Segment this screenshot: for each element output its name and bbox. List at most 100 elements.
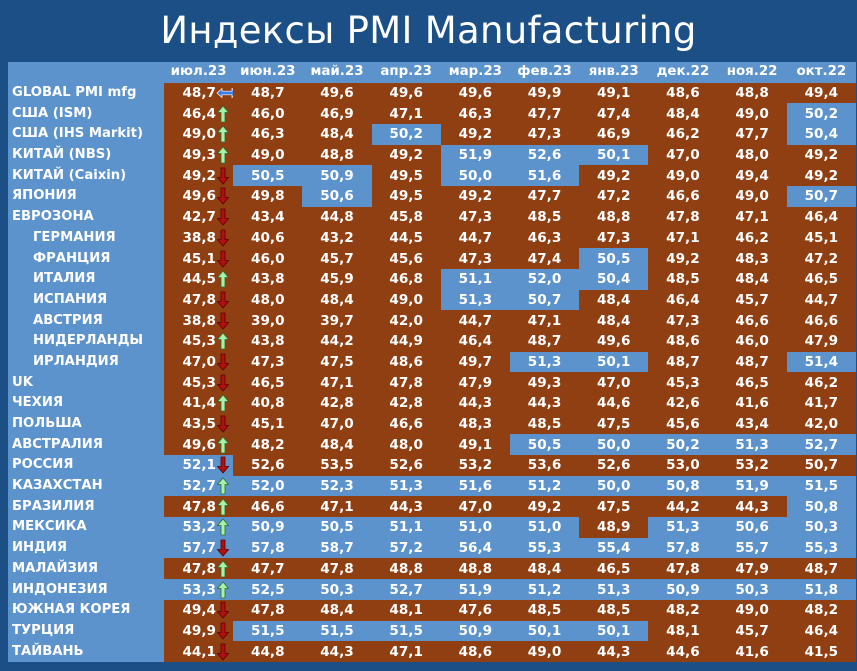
value-text: 42,7 [182,209,217,226]
value-text: 48,4 [596,291,631,308]
table-row: ПОЛЬША 43,5 45,1 47,0 46,6 48,3 48,5 47,5 45,6 43… [8,413,856,435]
value-cell: 47,0 [164,351,234,373]
value-text: 47,8 [182,560,217,577]
value-cell: 49,4 [786,82,856,104]
value-text: 50,1 [596,622,631,639]
row-label: АВСТРАЛИЯ [8,434,165,456]
value-text: 53,6 [527,457,562,474]
row-label: США (ISM) [8,103,165,125]
value-cell: 48,9 [579,517,649,538]
value-text: 42,0 [804,416,839,433]
value-cell: 49,3 [164,144,234,166]
value-text: 51,5 [320,622,354,639]
value-cell: 49,0 [648,165,718,187]
value-text: 50,4 [804,126,839,143]
value-text: 49,5 [389,167,423,184]
row-label: UK [8,372,165,393]
value-text: 49,0 [389,291,423,308]
value-text: 48,2 [251,436,285,453]
value-text: 45,6 [666,416,700,433]
value-cell: 44,3 [509,392,580,414]
value-cell: 49,1 [579,82,649,104]
value-cell: 44,5 [164,268,234,290]
arrow-down-icon [216,291,230,309]
row-label: ИТАЛИЯ [8,268,165,290]
value-cell: 45,7 [717,289,787,311]
value-cell: 55,3 [786,537,856,559]
arrow-up-icon [216,580,230,599]
value-cell: 48,4 [509,558,580,580]
table-row: ИНДОНЕЗИЯ 53,3 52,5 50,3 52,7 51,9 51,2 51,3 50,… [8,579,856,600]
pmi-table-wrap: июл.23 июн.23 май.23 апр.23 мар.23 фев.23 янв.… [8,62,856,662]
value-cell: 50,9 [233,517,303,538]
arrow-up-icon [216,436,230,454]
value-text: 44,5 [389,229,423,246]
value-text: 52,1 [182,457,217,474]
value-cell: 53,2 [440,455,510,476]
table-row: КАЗАХСТАН 52,7 52,0 52,3 51,3 51,6 51,2 50,0 50,… [8,475,856,497]
value-text: 47,3 [458,250,493,267]
value-cell: 55,3 [509,537,580,559]
table-row: АВСТРАЛИЯ 49,6 48,2 48,4 48,0 49,1 50,5 50,0 50,… [8,434,856,456]
value-text: 46,6 [804,312,839,329]
value-cell: 51,5 [233,620,303,642]
value-text: 48,5 [527,416,562,433]
value-text: 48,6 [666,85,700,102]
value-cell: 44,3 [579,641,649,662]
value-cell: 47,1 [509,310,580,331]
value-cell: 52,3 [302,475,372,497]
value-cell: 41,6 [717,392,787,414]
value-cell: 45,7 [717,620,787,642]
value-cell: 39,0 [233,310,303,331]
value-text: 52,6 [251,457,285,474]
value-cell: 47,1 [648,227,718,249]
value-cell: 48,8 [579,206,649,228]
value-text: 40,8 [251,395,285,412]
value-text: 52,7 [804,436,839,453]
value-cell: 47,3 [648,310,718,331]
value-cell: 50,6 [302,186,372,207]
value-cell: 38,8 [164,310,234,331]
value-text: 57,8 [251,540,285,557]
value-cell: 50,3 [717,579,787,600]
value-cell: 50,1 [509,620,580,642]
value-cell: 44,3 [371,496,441,518]
value-text: 51,1 [389,519,423,536]
value-cell: 47,3 [579,227,649,249]
value-cell: 48,6 [440,641,510,662]
value-cell: 57,2 [371,537,441,559]
value-text: 49,4 [804,85,839,102]
value-text: 47,3 [666,312,700,329]
value-text: 47,4 [527,250,562,267]
value-cell: 48,6 [648,330,718,352]
value-text: 48,7 [735,353,769,370]
value-cell: 48,1 [371,599,441,621]
value-text: 44,3 [389,498,423,515]
value-cell: 51,8 [786,579,856,600]
value-text: 38,8 [182,229,217,246]
value-cell: 44,8 [302,206,372,228]
value-cell: 46,0 [717,330,787,352]
value-cell: 44,6 [648,641,718,662]
table-row: ФРАНЦИЯ 45,1 46,0 45,7 45,6 47,3 47,4 50,5 49,2 4… [8,248,856,269]
value-text: 42,0 [389,312,423,329]
value-cell: 48,5 [509,599,580,621]
value-text: 52,0 [251,478,285,495]
column-header: июн.23 [233,62,303,83]
value-cell: 53,2 [717,455,787,476]
value-text: 50,9 [666,581,700,598]
value-cell: 57,8 [233,537,303,559]
row-label: ИРЛАНДИЯ [8,351,165,373]
value-text: 46,3 [458,105,493,122]
column-header: апр.23 [371,62,441,83]
table-row: ИРЛАНДИЯ 47,0 47,3 47,5 48,6 49,7 51,3 50,1 48,7… [8,351,856,373]
value-text: 48,8 [389,560,423,577]
arrow-left-right-icon [216,84,234,102]
table-row: БРАЗИЛИЯ 47,8 46,6 47,1 44,3 47,0 49,2 47,5 44,2… [8,496,856,518]
value-text: 48,4 [596,312,631,329]
value-text: 47,1 [735,209,769,226]
value-cell: 51,3 [509,351,580,373]
value-cell: 49,6 [579,330,649,352]
value-text: 46,6 [666,188,700,205]
value-text: 49,2 [389,147,423,164]
